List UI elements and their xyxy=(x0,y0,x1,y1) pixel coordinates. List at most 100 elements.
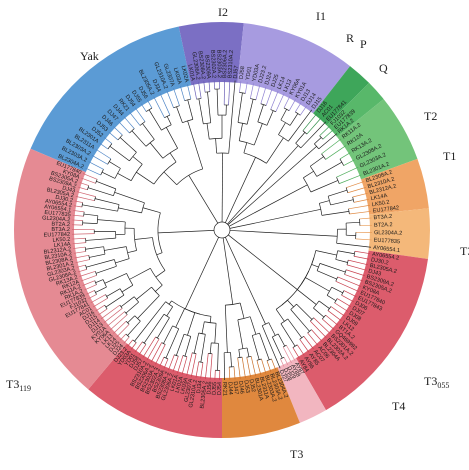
branch-arc xyxy=(184,98,191,102)
branch xyxy=(142,336,156,358)
branch xyxy=(246,99,254,125)
branch xyxy=(315,250,337,256)
branch xyxy=(354,250,371,255)
leaf-label: GL2304A.2 xyxy=(374,230,402,236)
branch xyxy=(198,98,204,124)
branch xyxy=(319,125,331,136)
branch xyxy=(157,317,170,339)
clade-label-r: R xyxy=(346,31,354,45)
branch xyxy=(330,199,354,206)
branch xyxy=(313,317,331,334)
branch xyxy=(85,167,101,176)
branch xyxy=(95,304,105,312)
branch xyxy=(238,123,243,141)
branch xyxy=(177,355,184,374)
leaf-label: DJ34 xyxy=(196,380,204,394)
branch xyxy=(319,200,330,204)
branch xyxy=(119,333,127,341)
branch xyxy=(278,122,286,135)
branch xyxy=(75,196,95,202)
leaf-label: BL2308A.2 xyxy=(45,256,73,267)
branch xyxy=(288,109,313,142)
branch xyxy=(137,295,160,319)
leaf-labels: BL2304A.2BL2303A.2BL2303A.2BL2311ABL2301… xyxy=(42,50,402,409)
clade-label-t3_055: T3055 xyxy=(424,374,449,390)
leaf-label: BL2311A xyxy=(258,376,270,400)
branch xyxy=(73,205,82,208)
branch-arc xyxy=(307,329,312,334)
leaf-label: LK03A xyxy=(172,67,183,85)
branch xyxy=(200,362,204,379)
branch xyxy=(134,301,166,342)
branch xyxy=(109,314,128,331)
branch xyxy=(239,81,242,93)
leaf-label: DJ47 xyxy=(232,381,239,395)
branch xyxy=(113,126,123,136)
branch xyxy=(130,342,137,350)
branch xyxy=(166,306,173,317)
branch xyxy=(94,198,120,205)
branch-arc xyxy=(260,103,267,106)
branch xyxy=(336,166,359,178)
branch xyxy=(299,339,310,353)
branch xyxy=(238,349,241,358)
branch xyxy=(343,159,355,166)
root-node xyxy=(213,221,231,239)
leaf-label: YD01 xyxy=(245,66,253,81)
trunk-branch xyxy=(229,230,338,237)
leaf-label: DJ57 xyxy=(233,65,240,79)
branch-arc xyxy=(163,313,170,318)
leaf-label: BT3A.2 xyxy=(373,214,392,221)
branch-arc xyxy=(105,294,109,299)
branch xyxy=(256,360,262,375)
branch xyxy=(316,161,343,177)
branch xyxy=(72,242,86,245)
leaf-label: BS2306A.2 xyxy=(222,50,228,78)
branch xyxy=(216,88,219,116)
leaf-label: BL2310A.2 xyxy=(44,251,72,261)
branch xyxy=(72,233,95,235)
branch xyxy=(72,237,86,240)
branch xyxy=(79,182,89,186)
branch xyxy=(271,358,277,371)
branch xyxy=(207,91,212,123)
branch xyxy=(131,130,147,147)
branch xyxy=(136,171,155,185)
leaf-label: LK50.2 xyxy=(52,237,70,244)
branch xyxy=(165,328,180,359)
branch xyxy=(224,305,228,353)
branch xyxy=(280,323,296,347)
branch-arc xyxy=(174,354,179,357)
clade-labels: Yak I2 I1 RPQ T2 T1 T3 T3055 T4 T3 T3119 xyxy=(6,5,469,461)
branch xyxy=(287,299,294,308)
branch xyxy=(98,308,108,316)
trunk-branch xyxy=(158,230,215,234)
leaf-label: DJ06 xyxy=(354,301,368,313)
branch-arc xyxy=(142,341,147,345)
branch xyxy=(103,137,113,144)
branch xyxy=(283,357,289,365)
leaf-label: BL2301A xyxy=(253,378,264,402)
branch xyxy=(346,181,365,188)
branch-arc xyxy=(292,344,298,348)
branch xyxy=(327,310,342,322)
branch xyxy=(277,333,286,347)
branch xyxy=(118,121,130,134)
branch xyxy=(181,356,188,375)
clade-label-t1: T1 xyxy=(443,149,456,163)
branch xyxy=(143,313,165,344)
branch xyxy=(325,314,339,326)
branch xyxy=(90,294,106,304)
branch xyxy=(233,366,236,380)
branch xyxy=(134,341,143,353)
clade-band-t4 xyxy=(222,367,300,438)
branch xyxy=(305,277,330,292)
branch-arc xyxy=(295,111,301,116)
branch xyxy=(113,321,127,334)
branch xyxy=(347,187,366,194)
clade-band-t3_bottom xyxy=(88,343,223,438)
branch xyxy=(79,270,96,277)
clade-label-t3_bottom: T3 xyxy=(290,447,303,461)
branch xyxy=(146,99,153,109)
leaf-label: DJ28 xyxy=(282,367,293,381)
